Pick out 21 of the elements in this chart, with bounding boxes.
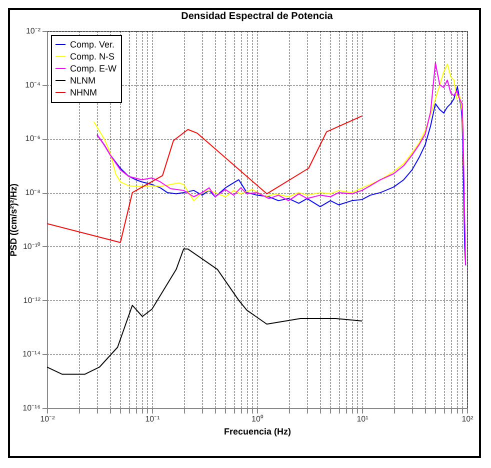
legend-label: Comp. E-W — [70, 64, 118, 74]
legend-label: NHNM — [70, 88, 97, 98]
y-tick-label: 10⁻⁸ — [25, 188, 40, 198]
y-tick-label: 10⁻¹⁰ — [22, 242, 40, 251]
y-tick-label: 10⁻¹⁶ — [22, 404, 40, 412]
y-tick-label: 10⁻¹² — [23, 296, 41, 305]
x-tick-label: 10¹ — [356, 414, 369, 424]
x-tick-label: 10² — [462, 414, 474, 424]
y-tick-label: 10⁻¹⁴ — [22, 350, 42, 359]
x-tick-label: 10⁰ — [252, 414, 264, 424]
x-axis-title: Frecuencia (Hz) — [224, 426, 292, 436]
legend-label: Comp. Ver. — [70, 40, 115, 50]
y-axis-title: PSD ((cm/s²)²/Hz) — [8, 183, 18, 257]
legend-label: Comp. N-S — [70, 52, 115, 62]
legend-label: NLNM — [70, 76, 96, 86]
y-tick-label: 10⁻² — [26, 26, 41, 36]
x-tick-label: 10⁻² — [40, 414, 56, 424]
y-tick-label: 10⁻⁶ — [25, 134, 40, 144]
y-tick-label: 10⁻⁴ — [25, 80, 42, 90]
x-tick-label: 10⁻¹ — [145, 414, 160, 424]
chart-title: Densidad Espectral de Potencia — [181, 11, 334, 22]
